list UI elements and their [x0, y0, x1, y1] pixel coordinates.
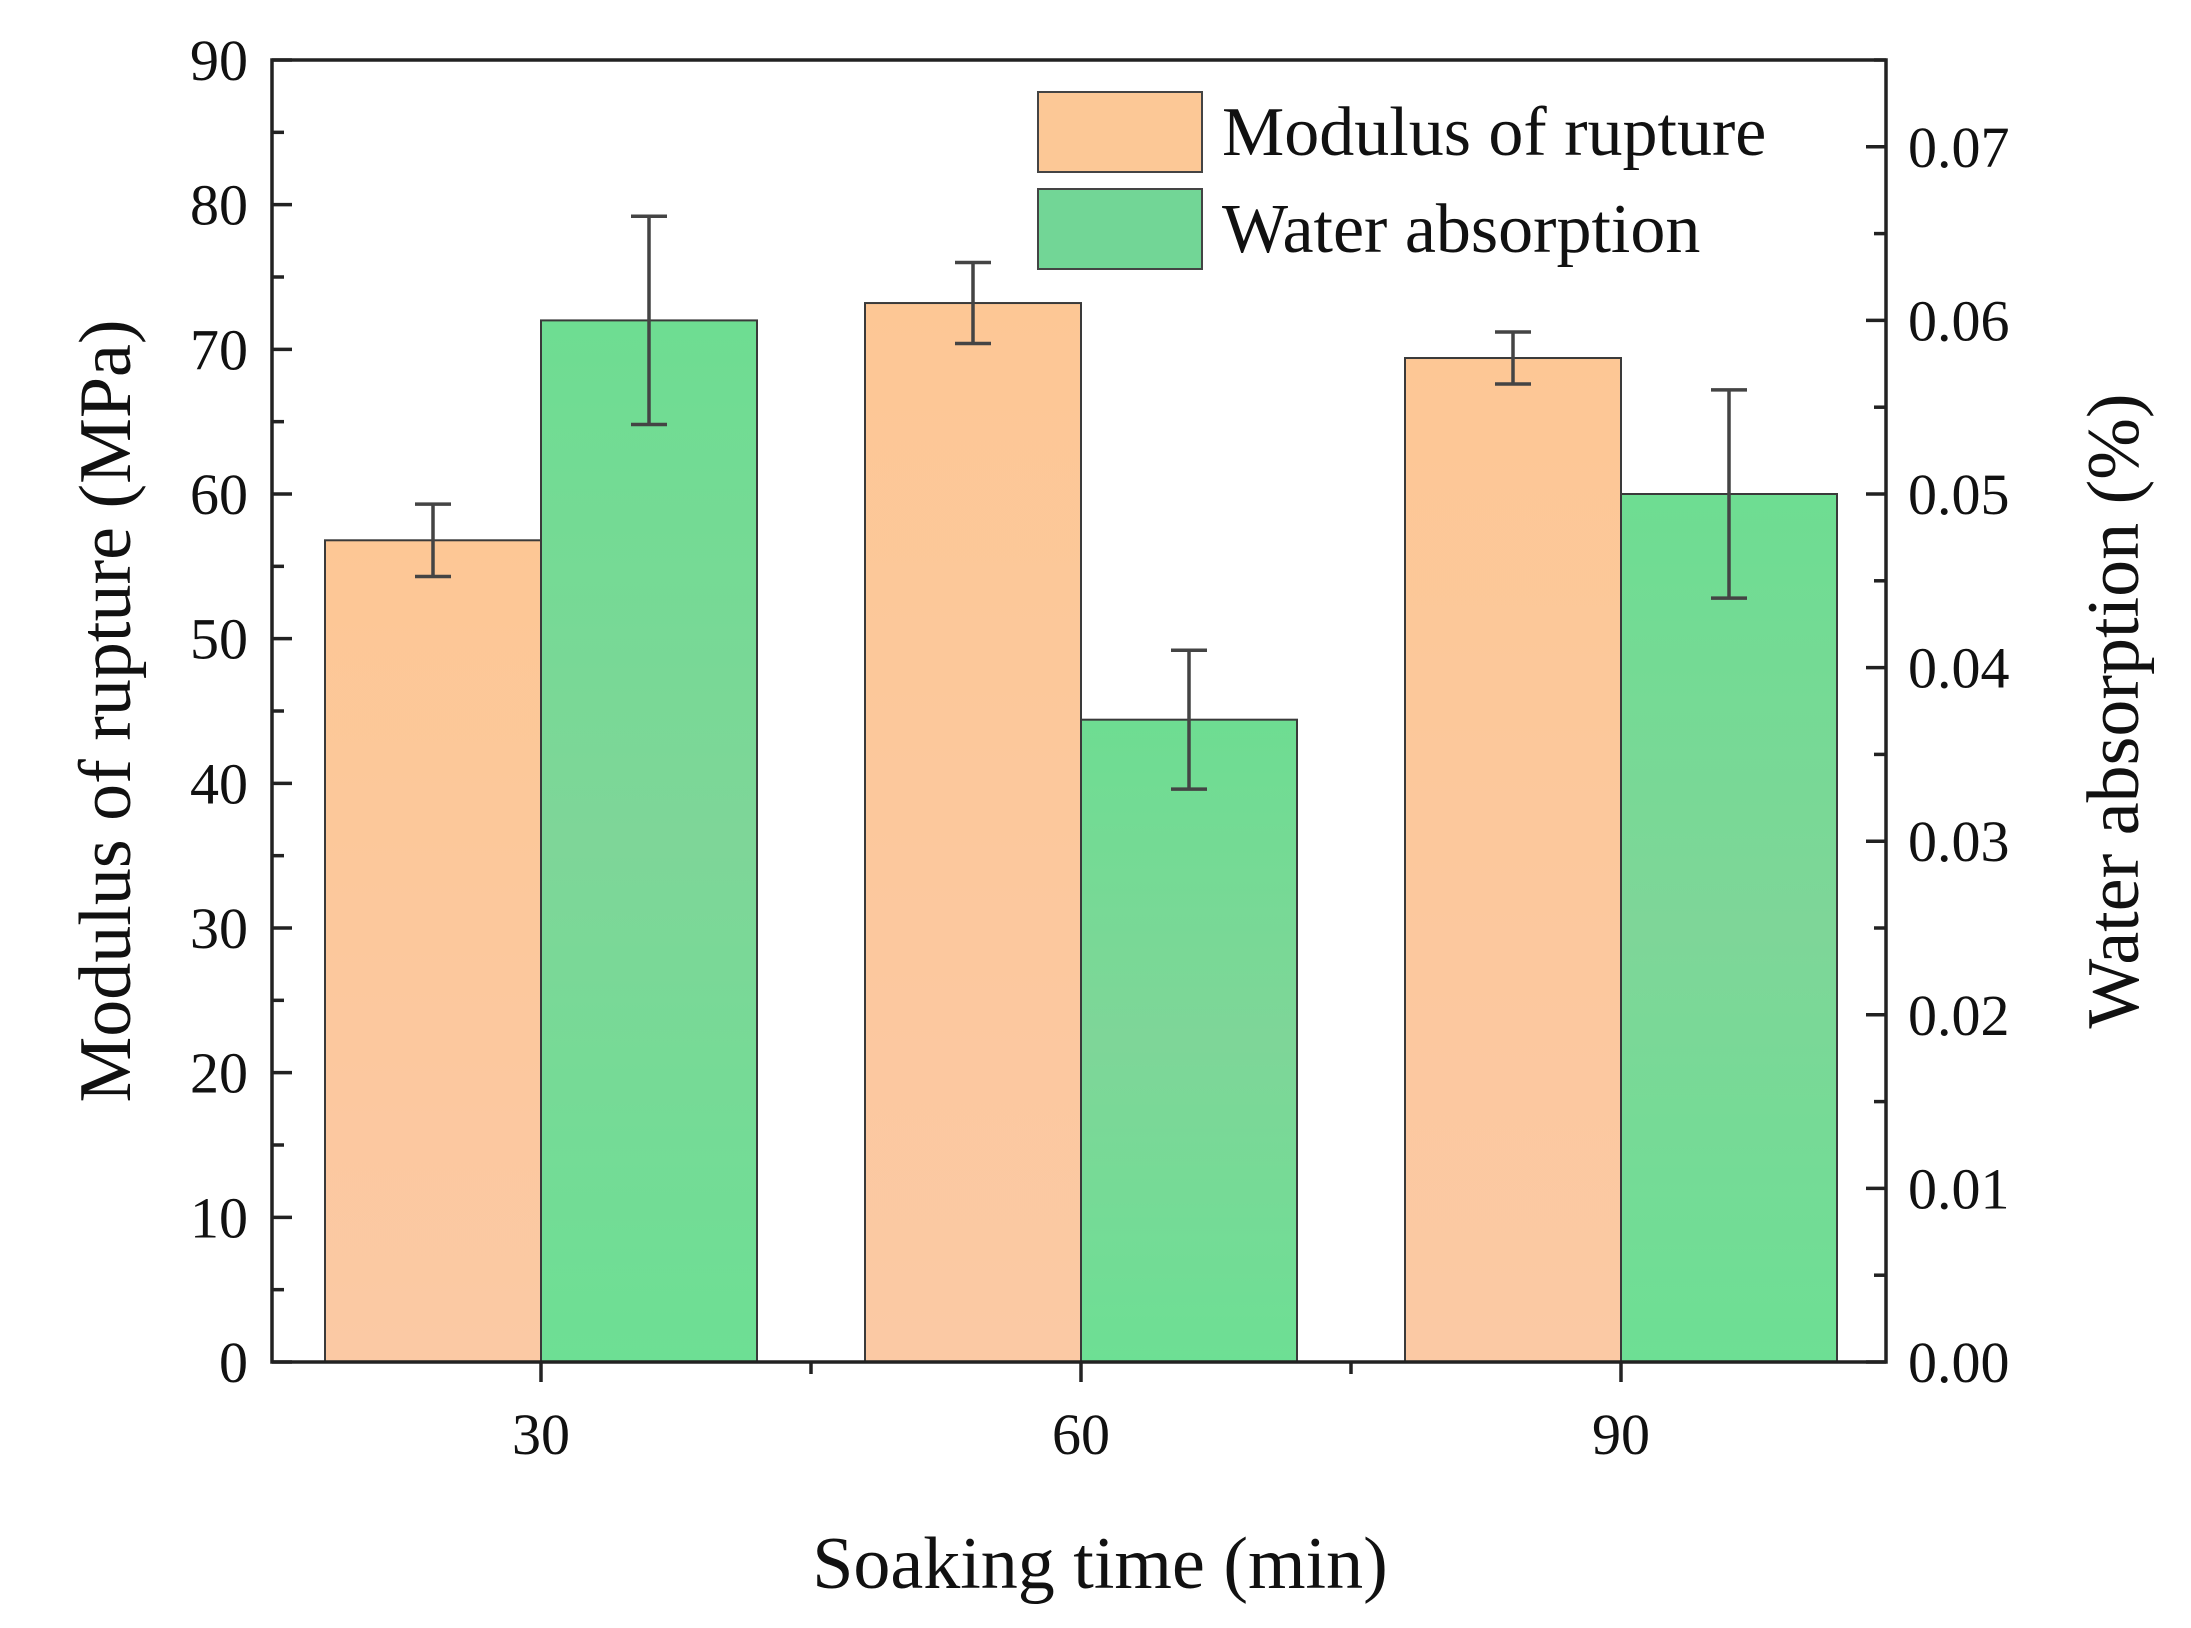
y-axis-left-title: Modulus of rupture (MPa): [65, 319, 147, 1102]
legend-swatch-water: [1037, 188, 1203, 270]
y-axis-right-title: Water absorption (%): [2073, 393, 2155, 1028]
bar-modulus-90: [1404, 357, 1622, 1364]
y-right-tick-label: 0.03: [1908, 809, 2010, 874]
x-axis-title: Soaking time (min): [812, 1523, 1388, 1605]
y-right-tick-label: 0.00: [1908, 1330, 2010, 1395]
y-left-tick-label: 10: [190, 1185, 248, 1250]
y-left-tick-label: 20: [190, 1041, 248, 1106]
bar-modulus-30: [324, 539, 542, 1363]
x-tick-label: 60: [1052, 1402, 1110, 1467]
y-left-tick-label: 80: [190, 173, 248, 238]
bar-water-30: [540, 319, 758, 1363]
y-right-tick-label: 0.07: [1908, 115, 2010, 180]
error-bars-layer: [415, 214, 1747, 791]
y-right-tick-label: 0.01: [1908, 1156, 2010, 1221]
y-left-tick-label: 40: [190, 751, 248, 816]
y-left-tick-label: 90: [190, 28, 248, 93]
bars-layer: [324, 302, 1838, 1364]
y-left-tick-label: 0: [219, 1330, 248, 1395]
y-right-tick-label: 0.04: [1908, 636, 2010, 701]
x-tick-label: 90: [1592, 1402, 1650, 1467]
bar-water-60: [1080, 718, 1298, 1363]
legend-label-modulus: Modulus of rupture: [1222, 94, 1766, 171]
ticks-layer: [272, 58, 1886, 1382]
y-left-tick-label: 30: [190, 896, 248, 961]
bar-modulus-60: [864, 302, 1082, 1363]
tick-labels-layer: 0 10 20 30 40 50 60 70 80 90 0.00 0.01 0.02 0.03 0.04 0…: [190, 28, 2010, 1467]
y-left-tick-label: 50: [190, 607, 248, 672]
legend-swatch-modulus: [1037, 91, 1203, 173]
x-tick-label: 30: [512, 1402, 570, 1467]
y-left-tick-label: 60: [190, 462, 248, 527]
y-right-tick-label: 0.06: [1908, 288, 2010, 353]
y-right-tick-label: 0.05: [1908, 462, 2010, 527]
legend-label-water: Water absorption: [1222, 191, 1700, 268]
y-left-tick-label: 70: [190, 317, 248, 382]
y-right-tick-label: 0.02: [1908, 983, 2010, 1048]
bar-water-90: [1620, 493, 1838, 1363]
legend: Modulus of rupture Water absorption: [1037, 91, 1766, 270]
